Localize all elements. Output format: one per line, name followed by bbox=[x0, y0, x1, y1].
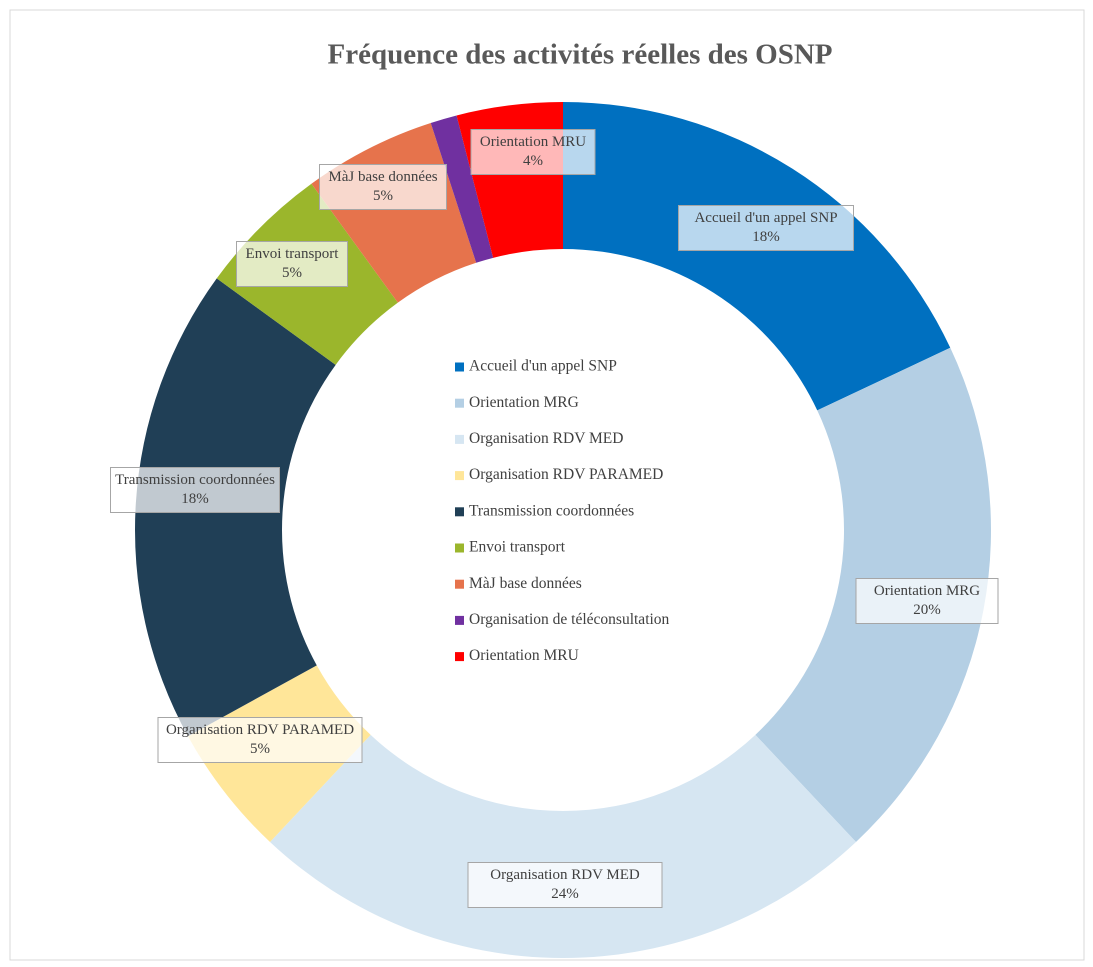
legend-label: MàJ base données bbox=[469, 575, 582, 592]
data-label: Organisation RDV MED 24% bbox=[467, 862, 663, 908]
data-label-category: Organisation RDV PARAMED bbox=[165, 722, 355, 738]
legend-label: Accueil d'un appel SNP bbox=[469, 358, 617, 375]
data-label-category: MàJ base données bbox=[328, 169, 438, 185]
data-label-value: 5% bbox=[373, 188, 393, 204]
data-label: Transmission coordonnées 18% bbox=[110, 467, 280, 513]
donut-segment bbox=[270, 734, 856, 959]
data-label-value: 20% bbox=[913, 602, 941, 618]
legend-swatch bbox=[455, 543, 464, 553]
legend-label: Organisation RDV PARAMED bbox=[469, 466, 663, 483]
data-label-category: Orientation MRG bbox=[873, 583, 981, 599]
data-label-value: 18% bbox=[181, 491, 209, 507]
legend-label: Organisation RDV MED bbox=[469, 430, 623, 447]
legend-swatch bbox=[455, 362, 464, 372]
legend-label: Orientation MRG bbox=[469, 394, 579, 411]
legend-label: Orientation MRU bbox=[469, 647, 579, 664]
legend-swatch bbox=[455, 398, 464, 408]
legend-swatch bbox=[455, 615, 464, 625]
data-label: Orientation MRG 20% bbox=[855, 578, 999, 624]
data-label-category: Organisation RDV MED bbox=[490, 867, 640, 883]
data-label-category: Envoi transport bbox=[245, 246, 339, 262]
legend-label: Envoi transport bbox=[469, 539, 566, 556]
data-label: Organisation RDV PARAMED 5% bbox=[157, 717, 363, 763]
data-label-category: Transmission coordonnées bbox=[115, 472, 275, 488]
legend-label: Transmission coordonnées bbox=[469, 502, 634, 519]
data-label: Accueil d'un appel SNP 18% bbox=[678, 205, 854, 251]
data-label-value: 4% bbox=[523, 153, 543, 169]
chart-title: Fréquence des activités réelles des OSNP bbox=[328, 39, 833, 71]
legend-swatch bbox=[455, 579, 464, 589]
legend-swatch bbox=[455, 434, 464, 444]
data-label: Envoi transport 5% bbox=[236, 241, 348, 287]
data-label-value: 18% bbox=[752, 229, 780, 245]
data-label: MàJ base données 5% bbox=[319, 164, 447, 210]
data-label-category: Accueil d'un appel SNP bbox=[694, 210, 838, 226]
donut-segment bbox=[430, 115, 494, 263]
donut-segment bbox=[563, 102, 951, 411]
legend-swatch bbox=[455, 507, 464, 517]
data-label: Orientation MRU 4% bbox=[470, 129, 596, 175]
data-label-value: 24% bbox=[551, 886, 579, 902]
legend-swatch bbox=[455, 471, 464, 481]
legend-label: Organisation de téléconsultation bbox=[469, 611, 670, 628]
data-label-value: 5% bbox=[250, 741, 270, 757]
legend-swatch bbox=[455, 652, 464, 662]
data-label-category: Orientation MRU bbox=[479, 134, 587, 150]
data-label-value: 5% bbox=[282, 265, 302, 281]
